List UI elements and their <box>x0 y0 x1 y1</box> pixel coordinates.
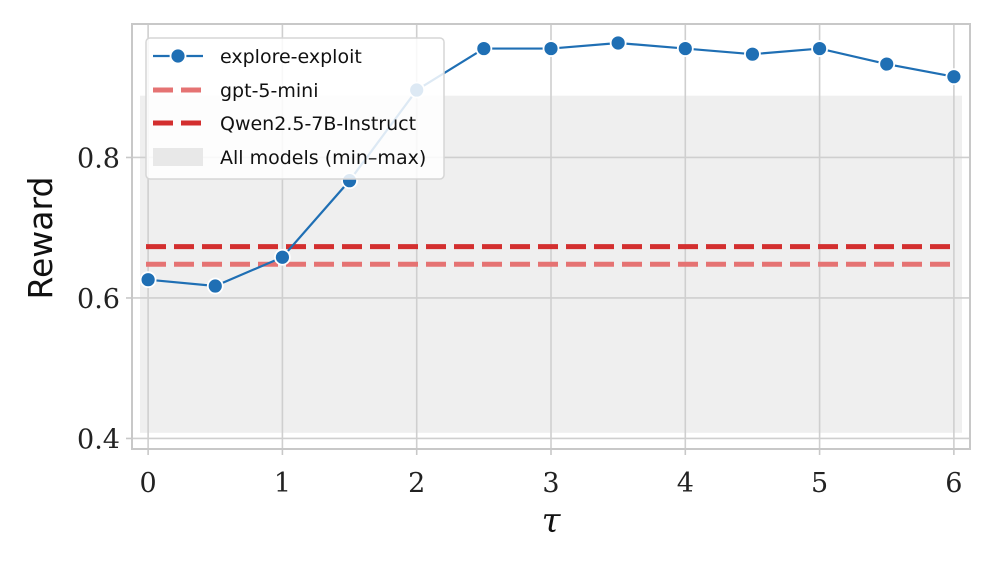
legend-box <box>145 37 445 180</box>
y-tick-label: 0.6 <box>77 284 120 315</box>
x-tick-label: 0 <box>140 468 157 499</box>
legend: explore-exploit gpt-5-mini Qwen2.5-7B-Inst… <box>145 37 445 180</box>
x-tick-label: 1 <box>274 468 291 499</box>
legend-marker-dot-explore-exploit <box>169 47 187 65</box>
explore-exploit-point <box>206 277 224 295</box>
x-tick-label: 2 <box>408 468 425 499</box>
explore-exploit-point <box>542 40 560 57</box>
explore-exploit-point <box>878 55 896 73</box>
explore-exploit-point <box>274 248 291 266</box>
x-axis-label: τ <box>542 501 562 541</box>
explore-exploit-point <box>139 271 157 289</box>
explore-exploit-point <box>475 40 493 57</box>
x-tick-label: 3 <box>542 468 559 499</box>
x-tick-label: 4 <box>677 468 694 499</box>
legend-label-explore-exploit: explore-exploit <box>220 46 362 68</box>
legend-label-gpt-5-mini: gpt-5-mini <box>220 80 318 102</box>
explore-exploit-point <box>744 45 761 63</box>
explore-exploit-point <box>945 68 963 86</box>
x-tick-label: 6 <box>945 468 962 499</box>
explore-exploit-point <box>676 40 694 57</box>
legend-label-all-models-min-max: All models (min–max) <box>220 147 426 169</box>
x-tick-label: 5 <box>811 468 828 499</box>
y-tick-label: 0.8 <box>77 143 120 174</box>
legend-label-qwen2-5-7b-instruct: Qwen2.5-7B-Instruct <box>220 113 416 135</box>
explore-exploit-point <box>609 34 627 52</box>
legend-marker-all-models-min-max <box>153 148 203 166</box>
explore-exploit-point <box>811 40 828 57</box>
y-axis-label: Reward <box>21 177 60 300</box>
y-tick-label: 0.4 <box>77 424 120 455</box>
